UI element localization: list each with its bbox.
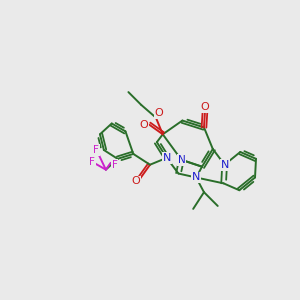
Text: O: O — [201, 102, 209, 112]
Text: F: F — [93, 145, 99, 155]
Text: F: F — [89, 157, 95, 167]
Text: O: O — [154, 108, 163, 118]
Text: N: N — [163, 153, 171, 163]
Text: O: O — [140, 121, 148, 130]
Text: F: F — [112, 160, 118, 170]
Text: N: N — [220, 160, 229, 170]
Text: O: O — [131, 176, 140, 186]
Text: N: N — [178, 155, 185, 165]
Text: N: N — [192, 172, 200, 182]
